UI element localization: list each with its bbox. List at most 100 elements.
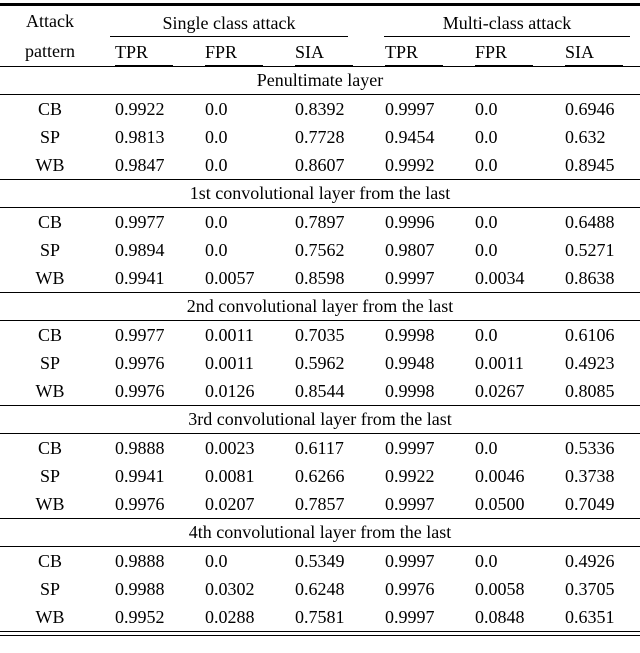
metric-value: 0.9977 xyxy=(115,211,165,232)
metric-value: 0.7035 xyxy=(295,324,345,345)
col-header-fpr-multi: FPR xyxy=(460,42,550,66)
attack-pattern-label: WB xyxy=(35,606,65,627)
attack-pattern-label: WB xyxy=(35,267,65,288)
table-row: WB 0.9952 0.0288 0.7581 0.9997 0.0848 0.6351 xyxy=(0,603,640,631)
metric-value: 0.6946 xyxy=(565,98,615,119)
metric-value: 0.6248 xyxy=(295,578,345,599)
table-row: WB 0.9847 0.0 0.8607 0.9992 0.0 0.8945 xyxy=(0,151,640,179)
metric-value: 0.0046 xyxy=(475,465,525,486)
metric-value: 0.7857 xyxy=(295,493,345,514)
metric-value: 0.3705 xyxy=(565,578,615,599)
col-header-attack-line1: Attack xyxy=(26,11,74,31)
table-row: WB 0.9976 0.0126 0.8544 0.9998 0.0267 0.8085 xyxy=(0,377,640,405)
metric-value: 0.9976 xyxy=(385,578,435,599)
col-header-pattern: pattern xyxy=(0,41,100,62)
table-row: SP 0.9941 0.0081 0.6266 0.9922 0.0046 0.3738 xyxy=(0,462,640,490)
metric-value: 0.9997 xyxy=(385,437,435,458)
metric-value: 0.9977 xyxy=(115,324,165,345)
metric-value: 0.9454 xyxy=(385,126,435,147)
table-header-group-row: Attack Single class attack Multi-class a… xyxy=(0,6,640,37)
metric-value: 0.9952 xyxy=(115,606,165,627)
attack-pattern-label: CB xyxy=(37,437,62,458)
col-group-multi-class-attack: Multi-class attack xyxy=(384,13,630,37)
metric-value: 0.6351 xyxy=(565,606,615,627)
metric-value: 0.5349 xyxy=(295,550,345,571)
metric-value: 0.0267 xyxy=(475,380,525,401)
metric-value: 0.0 xyxy=(205,211,228,232)
results-table: Attack Single class attack Multi-class a… xyxy=(0,3,640,636)
attack-pattern-label: SP xyxy=(39,352,61,373)
metric-value: 0.9922 xyxy=(115,98,165,119)
metric-value: 0.8544 xyxy=(295,380,345,401)
metric-value: 0.0 xyxy=(475,239,498,260)
metric-value: 0.7581 xyxy=(295,606,345,627)
table-row: CB 0.9977 0.0011 0.7035 0.9998 0.0 0.6106 xyxy=(0,321,640,349)
col-header-attack: Attack xyxy=(0,11,100,32)
col-group-single-class-attack: Single class attack xyxy=(110,13,348,37)
metric-value: 0.5336 xyxy=(565,437,615,458)
metric-value: 0.0 xyxy=(475,98,498,119)
metric-value: 0.0848 xyxy=(475,606,525,627)
metric-value: 0.9941 xyxy=(115,267,165,288)
attack-pattern-label: CB xyxy=(37,324,62,345)
metric-value: 0.0 xyxy=(205,154,228,175)
metric-value: 0.0058 xyxy=(475,578,525,599)
table-row: SP 0.9813 0.0 0.7728 0.9454 0.0 0.632 xyxy=(0,123,640,151)
metric-value: 0.0207 xyxy=(205,493,255,514)
metric-value: 0.632 xyxy=(565,126,606,147)
section-title: 4th convolutional layer from the last xyxy=(0,518,640,547)
metric-value: 0.9992 xyxy=(385,154,435,175)
col-header-tpr-single: TPR xyxy=(100,42,190,66)
metric-value: 0.9976 xyxy=(115,493,165,514)
section-title: Penultimate layer xyxy=(0,66,640,95)
metric-value: 0.0011 xyxy=(205,324,254,345)
metric-value: 0.0 xyxy=(205,550,228,571)
metric-value: 0.9888 xyxy=(115,437,165,458)
metric-value: 0.0302 xyxy=(205,578,255,599)
metric-value: 0.0034 xyxy=(475,267,525,288)
table-row: CB 0.9888 0.0023 0.6117 0.9997 0.0 0.5336 xyxy=(0,434,640,462)
attack-pattern-label: WB xyxy=(35,380,65,401)
metric-value: 0.9922 xyxy=(385,465,435,486)
metric-value: 0.9988 xyxy=(115,578,165,599)
table-row: CB 0.9922 0.0 0.8392 0.9997 0.0 0.6946 xyxy=(0,95,640,123)
table-row: SP 0.9976 0.0011 0.5962 0.9948 0.0011 0.4923 xyxy=(0,349,640,377)
metric-value: 0.0 xyxy=(475,437,498,458)
metric-value: 0.9998 xyxy=(385,380,435,401)
metric-value: 0.9997 xyxy=(385,493,435,514)
metric-value: 0.0 xyxy=(475,211,498,232)
metric-value: 0.0 xyxy=(205,98,228,119)
table-row: CB 0.9977 0.0 0.7897 0.9996 0.0 0.6488 xyxy=(0,208,640,236)
metric-value: 0.4926 xyxy=(565,550,615,571)
metric-value: 0.9976 xyxy=(115,380,165,401)
metric-value: 0.9996 xyxy=(385,211,435,232)
metric-value: 0.9997 xyxy=(385,550,435,571)
attack-pattern-label: SP xyxy=(39,239,61,260)
metric-value: 0.4923 xyxy=(565,352,615,373)
attack-pattern-label: WB xyxy=(35,493,65,514)
attack-pattern-label: CB xyxy=(37,211,62,232)
metric-value: 0.9941 xyxy=(115,465,165,486)
metric-value: 0.9894 xyxy=(115,239,165,260)
attack-pattern-label: WB xyxy=(35,154,65,175)
section-title: 2nd convolutional layer from the last xyxy=(0,292,640,321)
table-row: CB 0.9888 0.0 0.5349 0.9997 0.0 0.4926 xyxy=(0,547,640,575)
metric-value: 0.0 xyxy=(475,550,498,571)
metric-value: 0.6266 xyxy=(295,465,345,486)
metric-value: 0.0 xyxy=(205,126,228,147)
metric-value: 0.9813 xyxy=(115,126,165,147)
col-header-fpr-single: FPR xyxy=(190,42,280,66)
metric-value: 0.0011 xyxy=(475,352,524,373)
metric-value: 0.6488 xyxy=(565,211,615,232)
table-row: SP 0.9894 0.0 0.7562 0.9807 0.0 0.5271 xyxy=(0,236,640,264)
metric-value: 0.5271 xyxy=(565,239,615,260)
metric-value: 0.7562 xyxy=(295,239,345,260)
metric-value: 0.0057 xyxy=(205,267,255,288)
table-row: WB 0.9941 0.0057 0.8598 0.9997 0.0034 0.8638 xyxy=(0,264,640,292)
table-bottom-rule xyxy=(0,631,640,636)
metric-value: 0.7728 xyxy=(295,126,345,147)
table-header-metric-row: pattern TPR FPR SIA TPR FPR SIA xyxy=(0,37,640,66)
metric-value: 0.8392 xyxy=(295,98,345,119)
metric-value: 0.8085 xyxy=(565,380,615,401)
metric-value: 0.9997 xyxy=(385,606,435,627)
